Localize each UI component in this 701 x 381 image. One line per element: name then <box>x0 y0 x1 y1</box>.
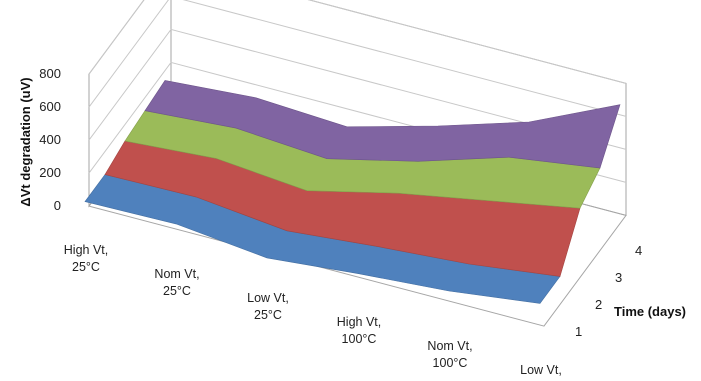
depth-tick-label: 4 <box>635 243 642 258</box>
gridline-4 <box>88 0 627 84</box>
gridline-3 <box>88 0 627 117</box>
area-series-4 <box>144 80 621 169</box>
y-tick-label: 400 <box>39 132 61 147</box>
depth-tick-label: 3 <box>615 270 622 285</box>
gridline-2 <box>88 28 627 150</box>
depth-axis-title: Time (days) <box>614 304 686 319</box>
y-tick-label: 600 <box>39 99 61 114</box>
category-labels: High Vt, 25°C Nom Vt, 25°C Low Vt, 25°C High V… <box>64 243 562 381</box>
y-tick-label: 200 <box>39 165 61 180</box>
category-label: Low Vt,100°C <box>520 363 562 381</box>
category-label: High Vt, 25°C <box>64 243 108 274</box>
area-series <box>84 80 621 304</box>
category-label: High Vt, 100°C <box>337 315 381 346</box>
depth-tick-label: 1 <box>575 324 582 339</box>
category-label: Nom Vt, 100°C <box>427 339 472 370</box>
depth-tick-label: 2 <box>595 297 602 312</box>
y-tick-labels: 0 200 400 600 800 <box>39 66 61 213</box>
y-tick-label: 0 <box>54 198 61 213</box>
category-label: Low Vt, 25°C <box>247 291 289 322</box>
category-label: Nom Vt, 25°C <box>154 267 199 298</box>
y-tick-label: 800 <box>39 66 61 81</box>
y-axis-title: ΔVt degradation (uV) <box>18 77 33 206</box>
